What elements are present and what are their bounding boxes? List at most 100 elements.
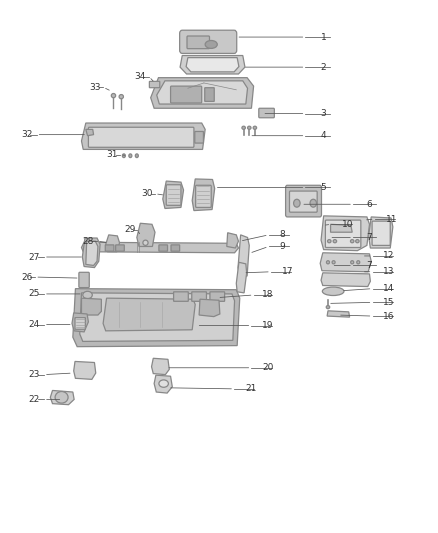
Polygon shape <box>74 361 96 379</box>
Text: 19: 19 <box>262 321 274 330</box>
FancyBboxPatch shape <box>286 185 321 217</box>
Ellipse shape <box>350 240 354 243</box>
Polygon shape <box>137 223 155 246</box>
Text: 15: 15 <box>383 298 395 307</box>
FancyBboxPatch shape <box>75 318 85 329</box>
Ellipse shape <box>119 94 124 99</box>
Polygon shape <box>86 241 98 265</box>
Ellipse shape <box>326 305 330 309</box>
Ellipse shape <box>83 292 92 298</box>
Text: 14: 14 <box>383 284 395 293</box>
FancyBboxPatch shape <box>195 132 203 143</box>
Text: 17: 17 <box>282 267 293 276</box>
Polygon shape <box>227 233 238 248</box>
Text: 23: 23 <box>29 370 40 379</box>
Text: 28: 28 <box>83 237 94 246</box>
Ellipse shape <box>111 93 116 98</box>
Text: 21: 21 <box>245 384 256 393</box>
FancyBboxPatch shape <box>159 245 168 251</box>
FancyBboxPatch shape <box>171 245 180 251</box>
Text: 31: 31 <box>106 150 118 159</box>
Ellipse shape <box>357 261 360 264</box>
FancyBboxPatch shape <box>210 292 225 301</box>
Polygon shape <box>321 216 370 251</box>
Text: 7: 7 <box>366 233 372 242</box>
Polygon shape <box>320 253 371 272</box>
Polygon shape <box>163 181 184 208</box>
FancyBboxPatch shape <box>325 220 361 247</box>
Ellipse shape <box>328 240 331 243</box>
FancyBboxPatch shape <box>192 292 206 301</box>
Polygon shape <box>327 311 350 317</box>
Text: 24: 24 <box>29 320 40 329</box>
Polygon shape <box>199 299 220 317</box>
FancyBboxPatch shape <box>173 292 188 301</box>
Ellipse shape <box>310 199 317 207</box>
Ellipse shape <box>159 380 168 387</box>
Polygon shape <box>82 238 100 268</box>
Text: 13: 13 <box>383 267 395 276</box>
FancyBboxPatch shape <box>116 245 124 251</box>
Text: 26: 26 <box>21 272 32 281</box>
Text: 1: 1 <box>321 33 326 42</box>
Polygon shape <box>154 375 172 393</box>
Polygon shape <box>81 242 238 253</box>
Text: 18: 18 <box>262 290 274 300</box>
Text: 20: 20 <box>262 364 274 372</box>
Text: 5: 5 <box>321 183 326 192</box>
Polygon shape <box>72 313 88 332</box>
Polygon shape <box>73 289 240 346</box>
Text: 30: 30 <box>141 189 153 198</box>
Polygon shape <box>151 78 254 108</box>
FancyBboxPatch shape <box>105 245 114 251</box>
Polygon shape <box>152 358 169 375</box>
FancyBboxPatch shape <box>205 88 214 101</box>
Text: 10: 10 <box>342 220 354 229</box>
Text: 22: 22 <box>29 395 40 404</box>
Ellipse shape <box>326 261 329 264</box>
Text: 16: 16 <box>383 312 395 320</box>
Text: 4: 4 <box>321 131 326 140</box>
Ellipse shape <box>55 392 68 403</box>
Polygon shape <box>186 58 239 72</box>
Text: 6: 6 <box>366 200 372 209</box>
FancyBboxPatch shape <box>170 86 202 103</box>
Text: 12: 12 <box>383 252 395 261</box>
FancyBboxPatch shape <box>149 82 160 88</box>
Ellipse shape <box>247 126 251 130</box>
FancyBboxPatch shape <box>79 272 89 288</box>
Ellipse shape <box>122 154 125 158</box>
Ellipse shape <box>205 41 217 49</box>
Ellipse shape <box>129 154 132 158</box>
Ellipse shape <box>333 240 337 243</box>
Polygon shape <box>50 391 74 405</box>
Text: 32: 32 <box>21 130 32 139</box>
Ellipse shape <box>322 287 344 295</box>
Polygon shape <box>331 224 352 232</box>
Polygon shape <box>192 179 215 211</box>
Text: 7: 7 <box>366 261 372 270</box>
Text: 29: 29 <box>124 225 135 234</box>
Text: 25: 25 <box>29 289 40 298</box>
Ellipse shape <box>135 154 138 158</box>
Ellipse shape <box>356 240 359 243</box>
Text: 33: 33 <box>89 83 101 92</box>
Text: 8: 8 <box>279 230 285 239</box>
Ellipse shape <box>332 261 335 264</box>
Polygon shape <box>157 81 247 104</box>
FancyBboxPatch shape <box>166 185 181 205</box>
Polygon shape <box>238 235 249 277</box>
Polygon shape <box>180 55 245 74</box>
Polygon shape <box>80 293 235 342</box>
Text: 2: 2 <box>321 62 326 71</box>
Polygon shape <box>236 262 247 293</box>
FancyBboxPatch shape <box>88 127 194 147</box>
Polygon shape <box>369 217 393 248</box>
Ellipse shape <box>143 240 148 245</box>
Polygon shape <box>321 273 371 287</box>
FancyBboxPatch shape <box>290 191 317 212</box>
FancyBboxPatch shape <box>180 30 237 53</box>
Polygon shape <box>106 235 120 252</box>
Text: 9: 9 <box>279 242 285 251</box>
Text: 27: 27 <box>29 253 40 262</box>
